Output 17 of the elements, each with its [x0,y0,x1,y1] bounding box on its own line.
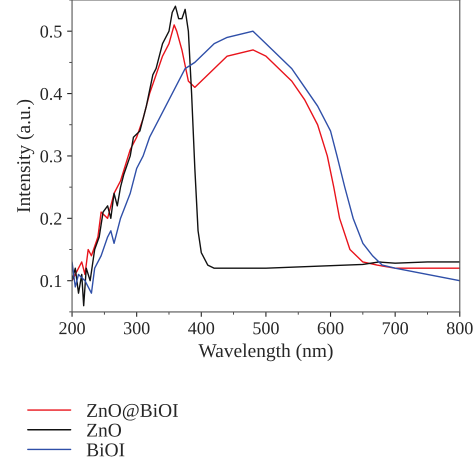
x-tick-label: 700 [382,322,408,334]
x-axis-title: Wavelength (nm) [198,344,333,362]
y-tick-label: 0.5 [40,25,62,38]
y-tick-label: 0.3 [40,150,62,162]
x-tick-label: 600 [318,322,344,334]
x-tick-label: 400 [188,322,214,334]
legend-label: ZnO@BiOI [87,404,178,421]
legend-label: BiOI [86,443,124,456]
y-tick-label: 0.2 [40,212,62,225]
y-tick-label: 0.4 [40,88,62,100]
x-tick-label: 200 [59,322,85,334]
legend-label: ZnO [87,424,122,437]
y-tick-label: 0.1 [40,274,62,288]
x-tick-label: 500 [253,322,279,334]
y-axis-title: Intensity (a.u.) [16,100,34,212]
x-tick-label: 800 [446,322,473,334]
x-tick-label: 300 [124,322,150,334]
